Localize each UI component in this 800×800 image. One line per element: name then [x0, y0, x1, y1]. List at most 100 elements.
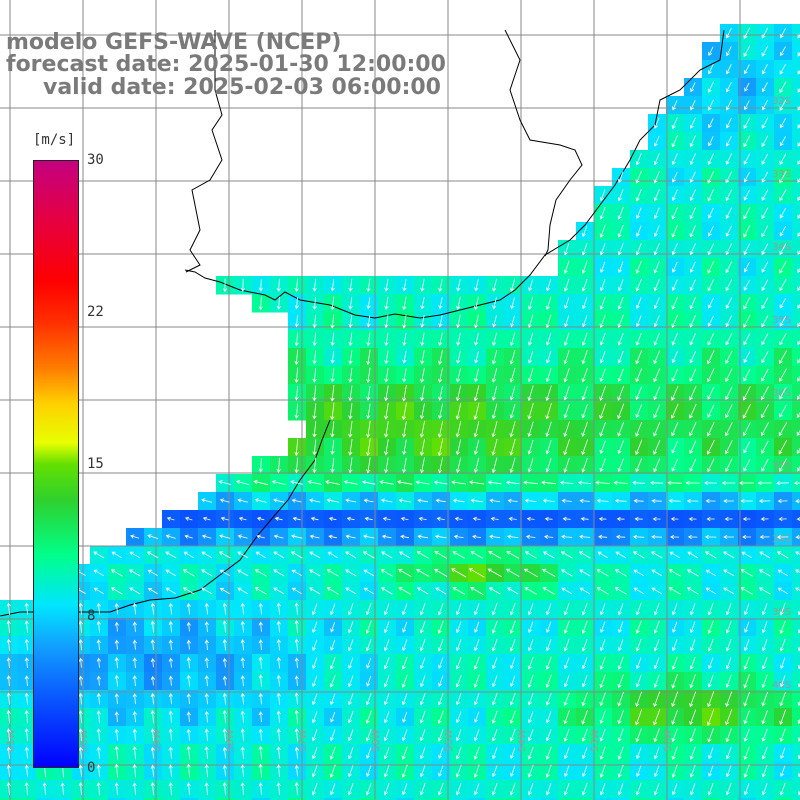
wind-arrow — [779, 620, 786, 635]
wind-arrow — [114, 639, 120, 650]
wind-cell — [414, 798, 433, 800]
wind-arrow — [689, 764, 696, 778]
wind-arrow — [743, 746, 750, 761]
wind-cell — [108, 798, 127, 800]
wind-arrow — [617, 332, 624, 346]
wind-arrow — [689, 656, 696, 670]
wind-arrow — [614, 587, 627, 595]
wind-arrow — [132, 639, 138, 650]
wind-arrow — [384, 385, 389, 402]
wind-arrow — [491, 783, 498, 796]
wind-arrow — [633, 569, 645, 577]
wind-arrow — [779, 226, 787, 237]
wind-arrow — [400, 534, 410, 539]
wind-arrow — [689, 674, 696, 689]
wind-arrow — [455, 402, 462, 420]
wind-arrow — [420, 367, 425, 383]
wind-arrow — [545, 350, 552, 364]
wind-cell — [522, 798, 541, 800]
wind-arrow — [183, 551, 195, 559]
wind-arrow — [563, 368, 570, 383]
wind-arrow — [150, 639, 155, 651]
wind-arrow — [204, 782, 209, 796]
wind-arrow — [420, 675, 426, 688]
wind-arrow — [582, 315, 588, 328]
wind-arrow — [545, 656, 552, 670]
wind-cell — [18, 798, 37, 800]
wind-arrow — [779, 136, 786, 147]
wind-arrow — [599, 332, 606, 346]
wind-arrow — [379, 480, 394, 485]
wind-arrow — [218, 480, 232, 485]
wind-cell — [738, 798, 757, 800]
wind-arrow — [796, 447, 800, 454]
wind-arrow — [581, 332, 588, 346]
wind-arrow — [564, 747, 570, 760]
wind-arrow — [740, 587, 753, 595]
wind-arrow — [312, 675, 318, 688]
wind-arrow — [509, 728, 516, 742]
wind-arrow — [599, 783, 606, 796]
wind-arrow — [689, 117, 696, 129]
wind-arrow — [545, 314, 552, 329]
wind-arrow — [599, 296, 606, 310]
wind-arrow — [689, 368, 697, 382]
wind-cell — [774, 798, 793, 800]
wind-cell — [504, 798, 523, 800]
wind-arrow — [635, 315, 642, 328]
wind-arrow — [761, 333, 769, 346]
wind-arrow — [363, 534, 375, 539]
wind-arrow — [635, 439, 643, 456]
wind-arrow — [793, 480, 800, 486]
wind-arrow — [689, 691, 697, 708]
wind-arrow — [527, 458, 534, 473]
wind-arrow — [635, 709, 643, 726]
wind-arrow — [761, 710, 768, 725]
wind-arrow — [797, 69, 800, 75]
wind-arrow — [761, 656, 768, 670]
wind-arrow — [456, 332, 461, 346]
wind-arrow — [600, 261, 606, 273]
wind-arrow — [689, 746, 696, 760]
wind-arrow — [456, 279, 461, 292]
wind-cell — [792, 456, 800, 475]
wind-arrow — [581, 350, 588, 365]
wind-arrow — [402, 729, 408, 742]
wind-arrow — [779, 404, 787, 418]
wind-arrow — [563, 332, 570, 346]
wind-arrow — [420, 315, 425, 328]
wind-arrow — [599, 385, 606, 401]
wind-arrow — [652, 516, 661, 522]
wind-arrow — [527, 693, 534, 706]
wind-arrow — [779, 368, 787, 382]
wind-arrow — [725, 315, 733, 328]
wind-cell — [792, 564, 800, 583]
wind-arrow — [545, 746, 552, 760]
wind-arrow — [689, 783, 696, 796]
wind-arrow — [689, 422, 697, 437]
wind-arrow — [419, 765, 426, 778]
wind-arrow — [509, 783, 516, 796]
wind-arrow — [330, 350, 335, 364]
latitude-label: 33S — [772, 169, 791, 180]
wind-arrow — [524, 587, 538, 595]
wind-arrow — [488, 587, 501, 595]
wind-arrow — [744, 64, 750, 75]
wind-arrow — [294, 602, 299, 615]
wind-arrow — [579, 534, 591, 539]
wind-arrow — [312, 403, 317, 420]
wind-arrow — [312, 278, 317, 292]
wind-arrow — [635, 404, 642, 419]
wind-arrow — [455, 764, 462, 778]
wind-arrow — [743, 224, 751, 238]
wind-arrow — [581, 278, 588, 292]
wind-arrow — [617, 746, 624, 760]
wind-arrow — [150, 692, 155, 705]
wind-arrow — [456, 368, 461, 383]
wind-arrow — [434, 568, 448, 577]
wind-arrow — [312, 457, 317, 474]
wind-arrow — [348, 385, 353, 402]
wind-arrow — [618, 171, 624, 184]
wind-arrow — [761, 639, 768, 652]
wind-arrow — [707, 207, 714, 219]
